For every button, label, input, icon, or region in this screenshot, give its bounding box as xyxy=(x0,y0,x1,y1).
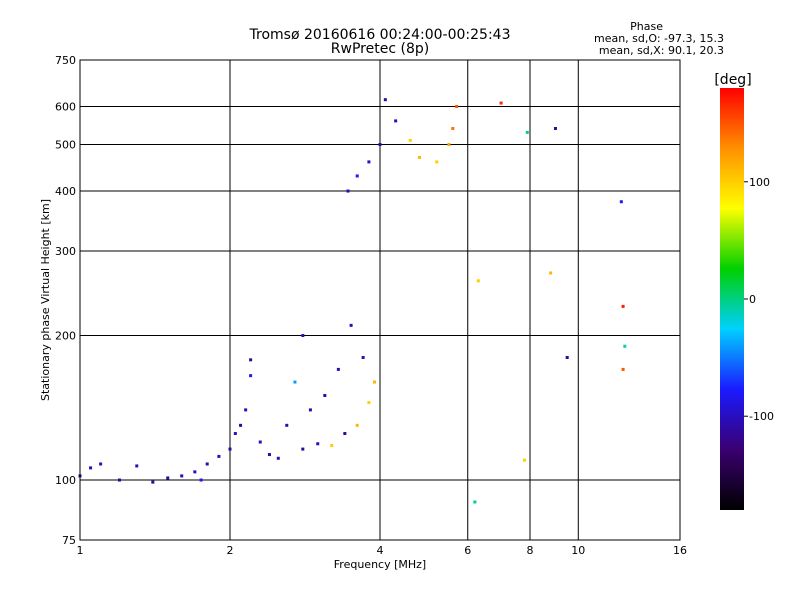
data-point xyxy=(455,105,459,109)
colorbar-tick-label: -100 xyxy=(749,410,774,423)
data-point xyxy=(217,454,221,458)
data-point xyxy=(316,442,320,446)
colorbar xyxy=(720,88,744,510)
data-point xyxy=(623,344,627,348)
data-point xyxy=(553,126,557,130)
data-point xyxy=(276,456,280,460)
data-point xyxy=(323,394,327,398)
data-point xyxy=(473,500,477,504)
data-point xyxy=(205,462,209,466)
data-point xyxy=(135,464,139,468)
data-point xyxy=(301,447,305,451)
y-tick-label: 100 xyxy=(55,474,76,487)
data-point xyxy=(151,480,155,484)
data-point xyxy=(378,143,382,147)
data-point xyxy=(565,355,569,359)
colorbar-tick-label: 0 xyxy=(749,293,756,306)
data-point xyxy=(293,380,297,384)
y-tick-label: 400 xyxy=(55,185,76,198)
data-point xyxy=(476,279,480,283)
data-point xyxy=(549,271,553,275)
y-axis-label: Stationary phase Virtual Height [km] xyxy=(39,199,52,401)
data-point xyxy=(330,444,334,448)
data-point xyxy=(267,453,271,457)
data-point xyxy=(621,367,625,371)
points-layer xyxy=(78,98,627,504)
data-point xyxy=(349,323,353,327)
plot-frame xyxy=(79,59,681,541)
data-point xyxy=(249,374,253,378)
y-tick-label: 600 xyxy=(55,101,76,114)
data-point xyxy=(346,189,350,193)
stats-heading: Phase xyxy=(630,20,663,33)
data-point xyxy=(408,138,412,142)
data-point xyxy=(523,458,527,462)
data-point xyxy=(367,160,371,164)
data-point xyxy=(435,160,439,164)
colorbar-tick-labels: 100 0 -100 xyxy=(744,176,774,423)
data-point xyxy=(417,155,421,159)
data-point xyxy=(619,200,623,204)
data-point xyxy=(355,423,359,427)
colorbar-label: [deg] xyxy=(714,72,751,88)
stats-line-x: mean, sd,X: 90.1, 20.3 xyxy=(599,44,724,57)
y-tick-label: 500 xyxy=(55,139,76,152)
x-tick-label: 2 xyxy=(227,544,234,557)
chart-subtitle: RwPretec (8p) xyxy=(331,41,429,57)
data-point xyxy=(499,101,503,105)
x-tick-label: 8 xyxy=(527,544,534,557)
data-point xyxy=(99,462,103,466)
data-point xyxy=(249,358,253,362)
data-point xyxy=(361,355,365,359)
data-point xyxy=(621,304,625,308)
data-point xyxy=(447,143,451,147)
data-point xyxy=(383,98,387,102)
y-tick-label: 750 xyxy=(55,54,76,67)
data-point xyxy=(336,367,340,371)
x-tick-label: 10 xyxy=(571,544,585,557)
data-point xyxy=(451,126,455,130)
y-tick-label: 200 xyxy=(55,330,76,343)
data-point xyxy=(228,447,232,451)
data-point xyxy=(343,432,347,436)
data-point xyxy=(367,401,371,405)
y-tick-labels: 75 100 200 300 400 500 600 750 xyxy=(55,54,76,547)
data-point xyxy=(301,334,305,338)
data-point xyxy=(166,476,170,480)
x-tick-label: 4 xyxy=(377,544,384,557)
data-point xyxy=(193,470,197,474)
x-tick-labels: 1 2 4 6 8 10 16 xyxy=(77,544,688,557)
data-point xyxy=(525,130,529,134)
data-point xyxy=(117,478,121,482)
y-tick-label: 300 xyxy=(55,245,76,258)
data-point xyxy=(239,423,243,427)
stats-line-o: mean, sd,O: -97.3, 15.3 xyxy=(594,32,724,45)
data-point xyxy=(233,432,237,436)
data-point xyxy=(394,119,398,123)
x-axis-label: Frequency [MHz] xyxy=(334,558,426,571)
x-tick-label: 1 xyxy=(77,544,84,557)
grid-layer xyxy=(79,59,681,541)
data-point xyxy=(355,174,359,178)
data-point xyxy=(199,478,203,482)
data-point xyxy=(180,474,184,478)
data-point xyxy=(258,440,262,444)
data-point xyxy=(285,423,289,427)
colorbar-tick-label: 100 xyxy=(749,176,770,189)
chart-title: Tromsø 20160616 00:24:00-00:25:43 xyxy=(249,27,511,43)
data-point xyxy=(244,408,248,412)
x-tick-label: 16 xyxy=(673,544,687,557)
data-point xyxy=(308,408,312,412)
x-tick-label: 6 xyxy=(464,544,471,557)
data-point xyxy=(89,466,93,470)
y-tick-label: 75 xyxy=(62,534,76,547)
data-point xyxy=(373,380,377,384)
